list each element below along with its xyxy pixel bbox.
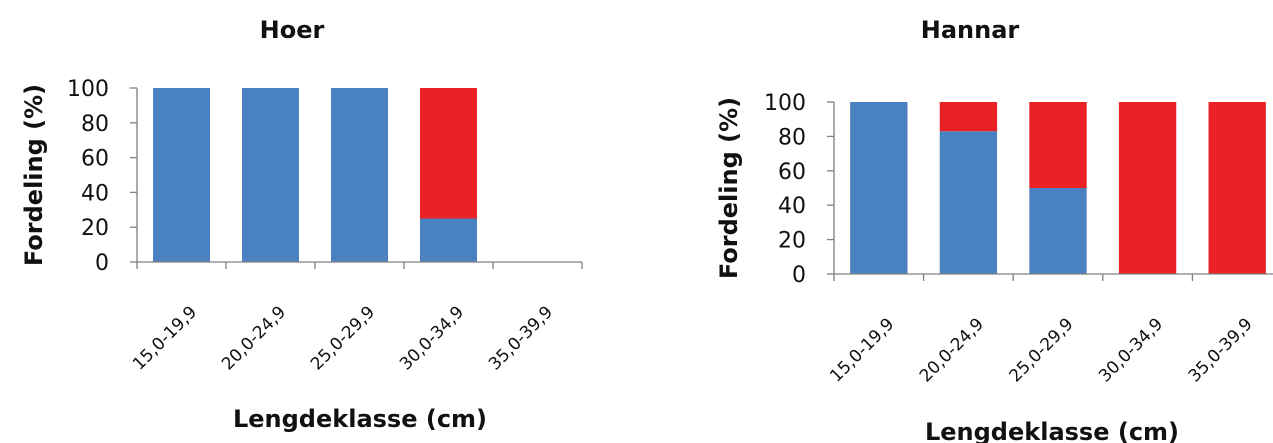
chart-title: Hoer	[260, 16, 325, 44]
y-tick-label: 60	[81, 147, 109, 172]
x-tick-label: 30,0-34,9	[396, 302, 468, 374]
x-tick-label: 35,0-39,9	[485, 302, 557, 374]
y-axis-label: Fordeling (%)	[20, 84, 48, 266]
y-tick-label: 20	[81, 216, 109, 241]
y-axis-label: Fordeling (%)	[715, 97, 743, 279]
chart-panel-0: Hoer Fordeling (%) Lengdeklasse (cm) 0 20 40 6…	[20, 16, 583, 433]
x-tick-label: 15,0-19,9	[129, 302, 201, 374]
bar-series1-1	[939, 102, 998, 132]
x-axis-label: Lengdeklasse (cm)	[925, 418, 1179, 443]
x-tick-label: 30,0-34,9	[1095, 314, 1167, 386]
y-tick-label: 40	[778, 194, 806, 219]
bar-series1-3	[1118, 102, 1177, 274]
y-tick-label: 60	[778, 160, 806, 185]
bar-series0-3	[420, 218, 477, 262]
y-tick-label: 20	[778, 229, 806, 254]
y-tick-label: 40	[81, 181, 109, 206]
x-tick-label: 15,0-19,9	[826, 314, 898, 386]
y-tick-label: 100	[764, 91, 806, 116]
bar-series1-2	[1029, 102, 1087, 188]
y-tick-label: 80	[778, 125, 806, 150]
y-tick-label: 0	[95, 251, 109, 276]
bar-series1-3	[420, 88, 477, 219]
bar-series0-0	[850, 102, 908, 274]
bar-series0-1	[939, 131, 998, 274]
x-tick-label: 25,0-29,9	[307, 302, 379, 374]
y-tick-label: 100	[67, 77, 109, 102]
x-tick-label: 20,0-24,9	[218, 302, 290, 374]
x-axis-label: Lengdeklasse (cm)	[233, 405, 487, 433]
bar-series1-4	[1208, 102, 1266, 274]
x-tick-label: 20,0-24,9	[916, 314, 988, 386]
x-tick-label: 35,0-39,9	[1185, 314, 1257, 386]
bar-series0-1	[242, 88, 299, 262]
x-tick-label: 25,0-29,9	[1006, 314, 1078, 386]
bar-series0-2	[331, 88, 388, 262]
y-tick-label: 80	[81, 112, 109, 137]
chart-title: Hannar	[921, 16, 1020, 44]
bar-series0-0	[153, 88, 210, 262]
bar-series0-2	[1029, 188, 1087, 274]
chart-panel-1: Hannar Fordeling (%) Lengdeklasse (cm) 0 20 4…	[715, 16, 1273, 443]
y-tick-label: 0	[792, 263, 806, 288]
